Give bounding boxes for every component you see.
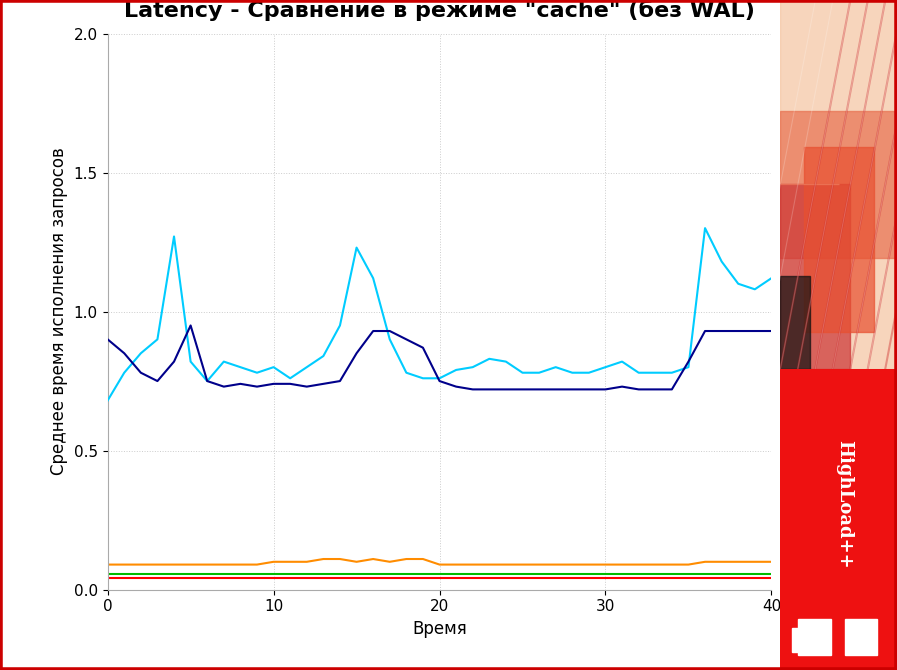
X-axis label: Время: Время bbox=[412, 620, 467, 638]
Bar bbox=[780, 111, 897, 258]
Bar bbox=[780, 276, 809, 368]
Y-axis label: Среднее время исполнения запросов: Среднее время исполнения запросов bbox=[50, 147, 68, 476]
Bar bbox=[797, 619, 831, 655]
Text: HighLoad++: HighLoad++ bbox=[835, 440, 854, 568]
Bar bbox=[792, 628, 804, 652]
Bar bbox=[780, 184, 850, 369]
Bar bbox=[804, 147, 874, 332]
Title: Latency - Сравнение в режиме "cache" (без WAL): Latency - Сравнение в режиме "cache" (бе… bbox=[124, 0, 755, 21]
Bar bbox=[844, 619, 877, 655]
